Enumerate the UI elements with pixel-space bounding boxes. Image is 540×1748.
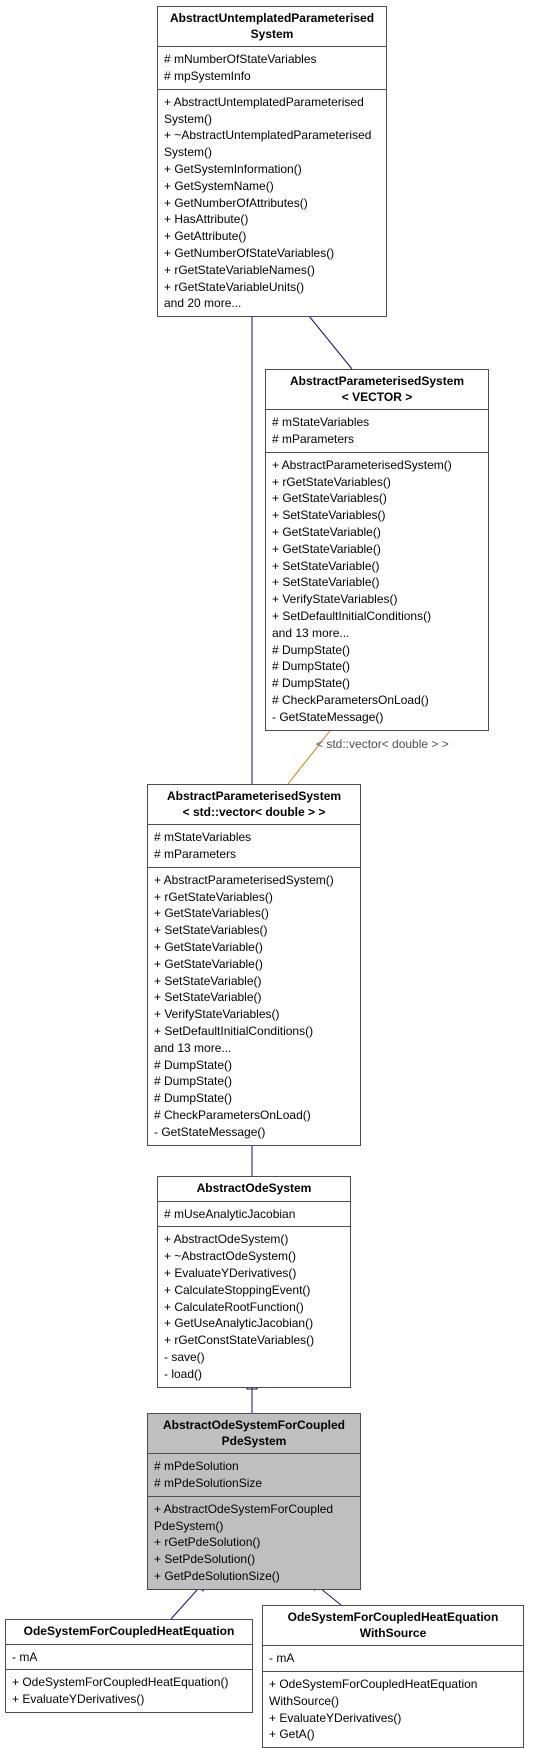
- class-title: AbstractParameterisedSystem< std::vector…: [148, 785, 360, 825]
- class-methods: + AbstractParameterisedSystem()+ rGetSta…: [148, 868, 360, 1145]
- class-node[interactable]: AbstractParameterisedSystem< std::vector…: [147, 784, 361, 1146]
- class-methods: + AbstractOdeSystemForCoupledPdeSystem()…: [148, 1497, 360, 1589]
- class-title: OdeSystemForCoupledHeatEquation: [6, 1620, 252, 1645]
- class-title: AbstractOdeSystemForCoupledPdeSystem: [148, 1414, 360, 1454]
- class-title: AbstractUntemplatedParameterisedSystem: [158, 7, 386, 47]
- class-title: AbstractOdeSystem: [158, 1177, 350, 1202]
- class-diagram: AbstractUntemplatedParameterisedSystem# …: [0, 0, 540, 1712]
- class-methods: + OdeSystemForCoupledHeatEquation()+ Eva…: [6, 1670, 252, 1712]
- class-attributes: # mNumberOfStateVariables# mpSystemInfo: [158, 47, 386, 90]
- class-node[interactable]: AbstractUntemplatedParameterisedSystem# …: [157, 6, 387, 317]
- template-edge-label: < std::vector< double > >: [316, 737, 449, 751]
- class-methods: + AbstractUntemplatedParameterisedSystem…: [158, 90, 386, 316]
- class-node[interactable]: AbstractParameterisedSystem< VECTOR ># m…: [265, 369, 489, 731]
- class-attributes: - mA: [263, 1646, 523, 1672]
- class-attributes: # mStateVariables# mParameters: [266, 410, 488, 453]
- class-node[interactable]: AbstractOdeSystemForCoupledPdeSystem# mP…: [147, 1413, 361, 1590]
- class-attributes: # mStateVariables# mParameters: [148, 825, 360, 868]
- class-title: OdeSystemForCoupledHeatEquationWithSourc…: [263, 1606, 523, 1646]
- class-methods: + AbstractOdeSystem()+ ~AbstractOdeSyste…: [158, 1227, 350, 1386]
- class-attributes: # mPdeSolution# mPdeSolutionSize: [148, 1454, 360, 1497]
- class-node[interactable]: OdeSystemForCoupledHeatEquationWithSourc…: [262, 1605, 524, 1748]
- class-attributes: - mA: [6, 1645, 252, 1671]
- class-title: AbstractParameterisedSystem< VECTOR >: [266, 370, 488, 410]
- class-node[interactable]: OdeSystemForCoupledHeatEquation- mA+ Ode…: [5, 1619, 253, 1713]
- class-methods: + OdeSystemForCoupledHeatEquationWithSou…: [263, 1672, 523, 1747]
- class-attributes: # mUseAnalyticJacobian: [158, 1202, 350, 1228]
- class-node[interactable]: AbstractOdeSystem# mUseAnalyticJacobian+…: [157, 1176, 351, 1388]
- class-methods: + AbstractParameterisedSystem()+ rGetSta…: [266, 453, 488, 730]
